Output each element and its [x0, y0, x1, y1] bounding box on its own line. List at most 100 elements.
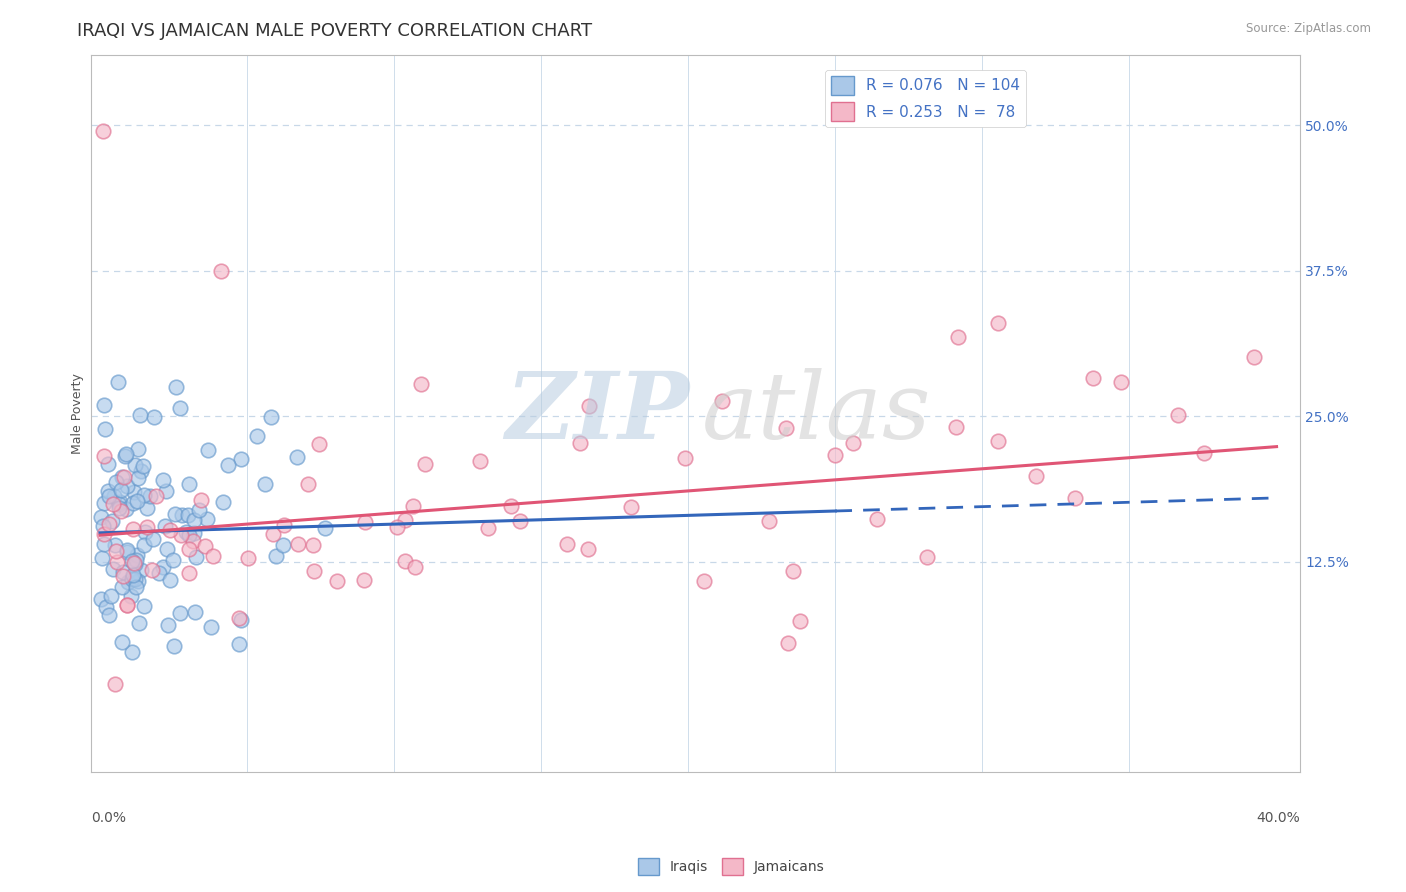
- Legend: Iraqis, Jamaicans: Iraqis, Jamaicans: [633, 853, 830, 880]
- Point: [211, 495, 233, 509]
- Point: [108, 500, 131, 515]
- Point: [122, 484, 145, 499]
- Point: [174, 524, 197, 539]
- Point: [385, 520, 408, 534]
- Point: [104, 539, 127, 553]
- Point: [91, 124, 114, 138]
- Legend: R = 0.076   N = 104, R = 0.253   N =  78: R = 0.076 N = 104, R = 0.253 N = 78: [825, 70, 1026, 127]
- Point: [90, 510, 112, 524]
- Point: [111, 580, 134, 594]
- Point: [127, 548, 149, 562]
- Point: [260, 410, 283, 425]
- Text: IRAQI VS JAMAICAN MALE POVERTY CORRELATION CHART: IRAQI VS JAMAICAN MALE POVERTY CORRELATI…: [77, 22, 592, 40]
- Point: [824, 448, 846, 462]
- Point: [314, 521, 336, 535]
- Point: [125, 553, 148, 567]
- Point: [105, 543, 128, 558]
- Point: [97, 517, 120, 532]
- Point: [1192, 446, 1215, 460]
- Point: [271, 538, 294, 552]
- Point: [108, 497, 131, 511]
- Point: [945, 420, 967, 434]
- Point: [103, 489, 125, 503]
- Point: [1025, 469, 1047, 483]
- Point: [194, 539, 217, 553]
- Point: [142, 533, 165, 547]
- Point: [121, 645, 143, 659]
- Point: [866, 512, 889, 526]
- Point: [128, 615, 150, 630]
- Point: [758, 514, 780, 528]
- Point: [124, 557, 146, 571]
- Text: 40.0%: 40.0%: [1257, 811, 1301, 825]
- Y-axis label: Male Poverty: Male Poverty: [72, 373, 84, 454]
- Point: [169, 528, 191, 542]
- Point: [987, 316, 1010, 330]
- Point: [169, 606, 191, 620]
- Point: [115, 543, 138, 558]
- Point: [124, 573, 146, 587]
- Point: [948, 330, 970, 344]
- Point: [228, 611, 250, 625]
- Point: [159, 523, 181, 537]
- Point: [148, 566, 170, 580]
- Point: [776, 636, 799, 650]
- Point: [103, 561, 125, 575]
- Point: [132, 488, 155, 502]
- Point: [987, 434, 1010, 449]
- Point: [578, 399, 600, 413]
- Point: [165, 380, 187, 394]
- Point: [693, 574, 716, 588]
- Point: [1167, 409, 1189, 423]
- Point: [228, 637, 250, 651]
- Point: [108, 495, 131, 509]
- Point: [163, 639, 186, 653]
- Point: [673, 450, 696, 465]
- Point: [117, 545, 139, 559]
- Point: [117, 575, 139, 590]
- Point: [179, 566, 201, 580]
- Point: [93, 422, 115, 436]
- Point: [152, 559, 174, 574]
- Point: [262, 527, 284, 541]
- Point: [1081, 371, 1104, 385]
- Point: [266, 549, 288, 564]
- Point: [110, 483, 132, 497]
- Point: [201, 549, 224, 564]
- Point: [91, 519, 114, 533]
- Point: [170, 508, 193, 523]
- Point: [127, 574, 149, 589]
- Point: [394, 513, 416, 527]
- Point: [162, 553, 184, 567]
- Point: [782, 564, 804, 578]
- Point: [1063, 491, 1085, 506]
- Point: [128, 408, 150, 422]
- Point: [93, 536, 115, 550]
- Point: [177, 528, 200, 542]
- Point: [100, 515, 122, 529]
- Point: [184, 605, 207, 619]
- Point: [136, 520, 159, 534]
- Point: [103, 497, 125, 511]
- Point: [121, 572, 143, 586]
- Point: [302, 564, 325, 578]
- Point: [200, 620, 222, 634]
- Point: [217, 458, 239, 473]
- Point: [132, 458, 155, 473]
- Point: [143, 409, 166, 424]
- Point: [107, 375, 129, 389]
- Point: [190, 492, 212, 507]
- Point: [413, 457, 436, 471]
- Point: [93, 496, 115, 510]
- Point: [115, 598, 138, 612]
- Point: [325, 574, 347, 589]
- Point: [177, 477, 200, 491]
- Point: [115, 479, 138, 493]
- Point: [789, 614, 811, 628]
- Point: [124, 557, 146, 571]
- Point: [477, 521, 499, 535]
- Point: [155, 484, 177, 499]
- Point: [195, 511, 218, 525]
- Point: [90, 591, 112, 606]
- Point: [569, 436, 592, 450]
